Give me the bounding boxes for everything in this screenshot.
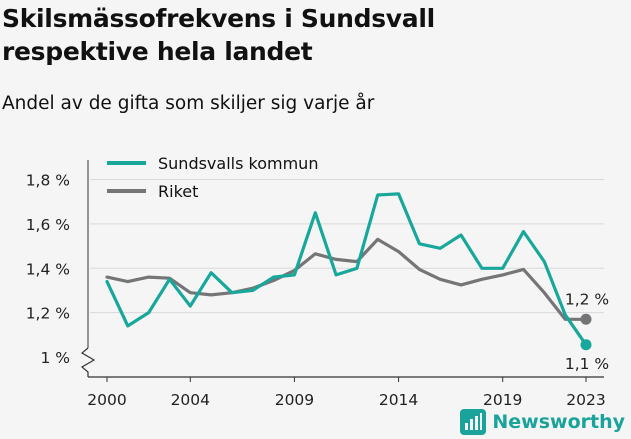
end-point-sundsvall: [580, 339, 592, 351]
x-tick-label: 2019: [483, 391, 522, 409]
newsworthy-logo-icon: [460, 409, 487, 435]
chart-title: Skilsmässofrekvens i Sundsvall respektiv…: [2, 2, 435, 68]
x-tick-label: 2000: [87, 391, 126, 409]
y-tick-label: 1,4 %: [26, 260, 70, 278]
end-label-riket: 1,2 %: [565, 290, 609, 308]
x-tick-label: 2009: [275, 391, 314, 409]
legend-label-sundsvall: Sundsvalls kommun: [158, 154, 318, 173]
legend: Sundsvalls kommun Riket: [107, 154, 318, 201]
y-tick-label: 1,6 %: [26, 216, 70, 234]
title-line-2: respektive hela landet: [2, 37, 313, 66]
y-tick-label: 1 %: [40, 349, 70, 367]
y-tick-label: 1,8 %: [26, 172, 70, 190]
x-tick-label: 2014: [379, 391, 418, 409]
y-axis-break: [80, 347, 96, 377]
legend-label-riket: Riket: [158, 182, 198, 201]
brand-name: Newsworthy: [492, 411, 625, 433]
axis-layer: 1 % 1,2 % 1,4 % 1,6 % 1,8 % 2000 2004 2009 2014 2…: [26, 160, 606, 409]
x-tick-label: 2023: [566, 391, 605, 409]
series-line-riket: [105, 237, 588, 321]
y-tick-label: 1,2 %: [26, 305, 70, 323]
x-tick-label: 2004: [171, 391, 210, 409]
series-line-sundsvall: [105, 192, 588, 347]
title-line-1: Skilsmässofrekvens i Sundsvall: [2, 4, 435, 33]
end-label-sundsvall: 1,1 %: [565, 355, 609, 373]
grid-layer: [90, 179, 604, 314]
chart-subtitle: Andel av de gifta som skiljer sig varje …: [2, 93, 375, 114]
series-layer: 1,1 % 1,2 %: [105, 192, 609, 373]
end-point-riket: [580, 313, 592, 325]
newsworthy-logo: Newsworthy: [460, 409, 625, 435]
